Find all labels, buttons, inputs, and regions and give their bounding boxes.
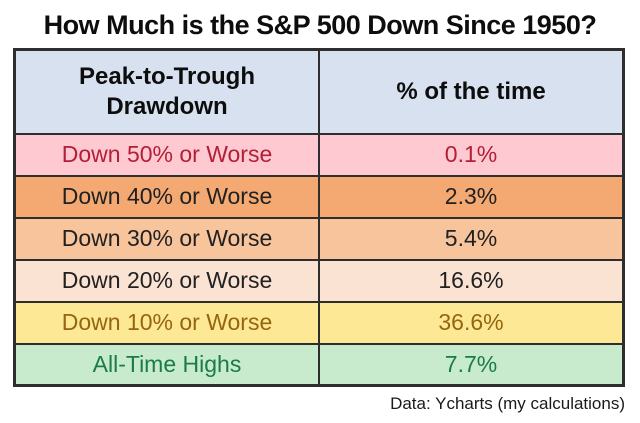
drawdown-value: 2.3% (318, 174, 625, 219)
page-title: How Much is the S&P 500 Down Since 1950? (43, 10, 597, 40)
drawdown-value: 0.1% (318, 132, 625, 177)
column-header-drawdown-line2: Drawdown (106, 92, 228, 120)
data-source-note: Data: Ycharts (my calculations) (390, 394, 625, 413)
drawdown-label: Down 30% or Worse (13, 216, 320, 261)
table-row: Down 20% or Worse 16.6% (13, 258, 625, 303)
drawdown-label: Down 40% or Worse (13, 174, 320, 219)
table-header-row: Peak-to-Trough Drawdown % of the time (13, 48, 625, 135)
drawdown-value: 5.4% (318, 216, 625, 261)
drawdown-label: Down 50% or Worse (13, 132, 320, 177)
drawdown-table: Peak-to-Trough Drawdown % of the time Do… (13, 48, 625, 387)
drawdown-label: All-Time Highs (13, 342, 320, 387)
table-row: All-Time Highs 7.7% (13, 342, 625, 387)
table-row: Down 50% or Worse 0.1% (13, 132, 625, 177)
column-header-percent-of-time: % of the time (318, 48, 625, 135)
drawdown-value: 7.7% (318, 342, 625, 387)
column-header-drawdown-line1: Peak-to-Trough (78, 62, 255, 90)
drawdown-value: 16.6% (318, 258, 625, 303)
table-row: Down 40% or Worse 2.3% (13, 174, 625, 219)
drawdown-label: Down 10% or Worse (13, 300, 320, 345)
drawdown-label: Down 20% or Worse (13, 258, 320, 303)
table-row: Down 30% or Worse 5.4% (13, 216, 625, 261)
drawdown-value: 36.6% (318, 300, 625, 345)
column-header-drawdown: Peak-to-Trough Drawdown (13, 48, 320, 135)
table-row: Down 10% or Worse 36.6% (13, 300, 625, 345)
